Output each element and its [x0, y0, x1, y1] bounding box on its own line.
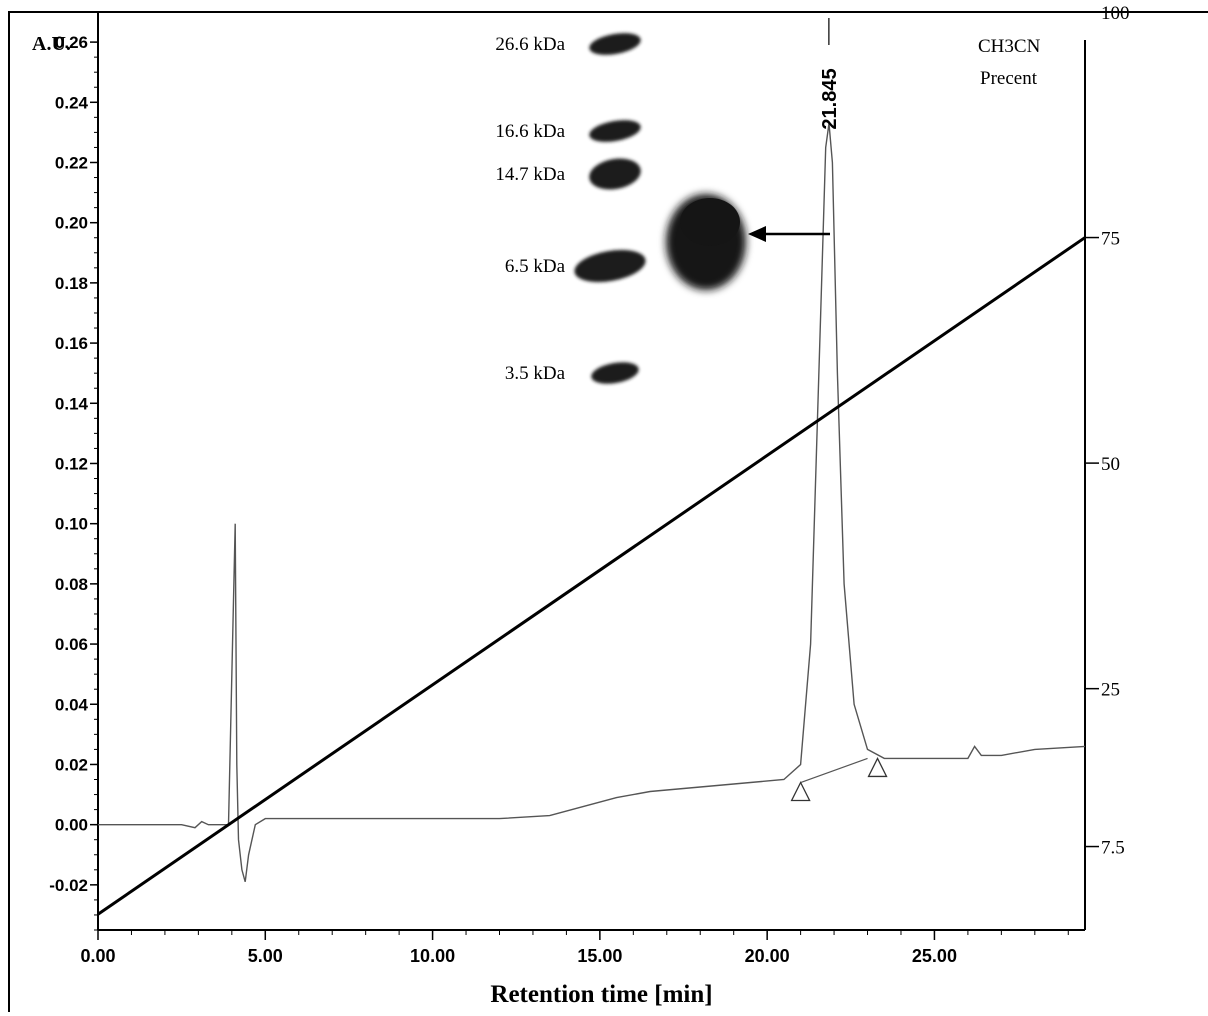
integration-marker-triangle — [867, 756, 888, 778]
y-tick-label: 0.04 — [55, 695, 89, 714]
right-tick-label: 50 — [1101, 454, 1120, 475]
right-tick-label: 100 — [1101, 3, 1130, 24]
y-axis-label-left: A.U. — [32, 33, 71, 55]
y-tick-label: 0.24 — [55, 93, 89, 112]
y-tick-label: 0.08 — [55, 575, 88, 594]
y-tick-label: 0.22 — [55, 153, 88, 172]
gel-marker-label: 14.7 kDa — [495, 164, 565, 185]
gel-marker-label: 3.5 kDa — [505, 363, 566, 384]
y-axis-label-right-line1: CH3CN — [978, 36, 1041, 57]
gel-sample-spot-core — [680, 198, 740, 246]
gel-band — [574, 249, 646, 283]
gel-band — [589, 120, 641, 142]
right-tick-label: 25 — [1101, 680, 1120, 701]
gel-marker-label: 16.6 kDa — [495, 121, 565, 142]
x-tick-label: 20.00 — [745, 946, 790, 966]
x-tick-label: 15.00 — [577, 946, 622, 966]
gel-marker-label: 26.6 kDa — [495, 34, 565, 55]
chromatogram-trace — [98, 123, 1086, 882]
y-tick-label: 0.26 — [55, 33, 88, 52]
y-tick-label: 0.02 — [55, 755, 88, 774]
y-tick-label: 0.14 — [55, 394, 89, 413]
y-tick-label: 0.16 — [55, 334, 88, 353]
gel-band — [591, 362, 639, 384]
y-tick-label: 0.10 — [55, 515, 88, 534]
y-tick-label: -0.02 — [49, 876, 88, 895]
y-tick-label: 0.20 — [55, 214, 88, 233]
y-tick-label: 0.06 — [55, 635, 88, 654]
y-tick-label: 0.18 — [55, 274, 88, 293]
right-tick-label: 7.5 — [1101, 838, 1125, 859]
y-axis-label-right-line2: Precent — [980, 68, 1038, 89]
x-tick-label: 25.00 — [912, 946, 957, 966]
peak-baseline — [800, 757, 868, 784]
gel-band — [589, 33, 641, 55]
x-axis-label: Retention time [min] — [490, 981, 712, 1008]
x-tick-label: 5.00 — [248, 946, 283, 966]
gradient-line — [97, 236, 1086, 916]
gel-marker-label: 6.5 kDa — [505, 256, 566, 277]
right-tick-label: 75 — [1101, 229, 1120, 250]
peak-label: 21.845 — [819, 68, 841, 129]
gel-band — [589, 158, 641, 190]
integration-marker-triangle — [790, 781, 811, 802]
y-tick-label: 0.12 — [55, 454, 88, 473]
x-tick-label: 10.00 — [410, 946, 455, 966]
y-tick-label: 0.00 — [55, 816, 88, 835]
arrow-head — [748, 226, 766, 242]
x-tick-label: 0.00 — [80, 946, 115, 966]
